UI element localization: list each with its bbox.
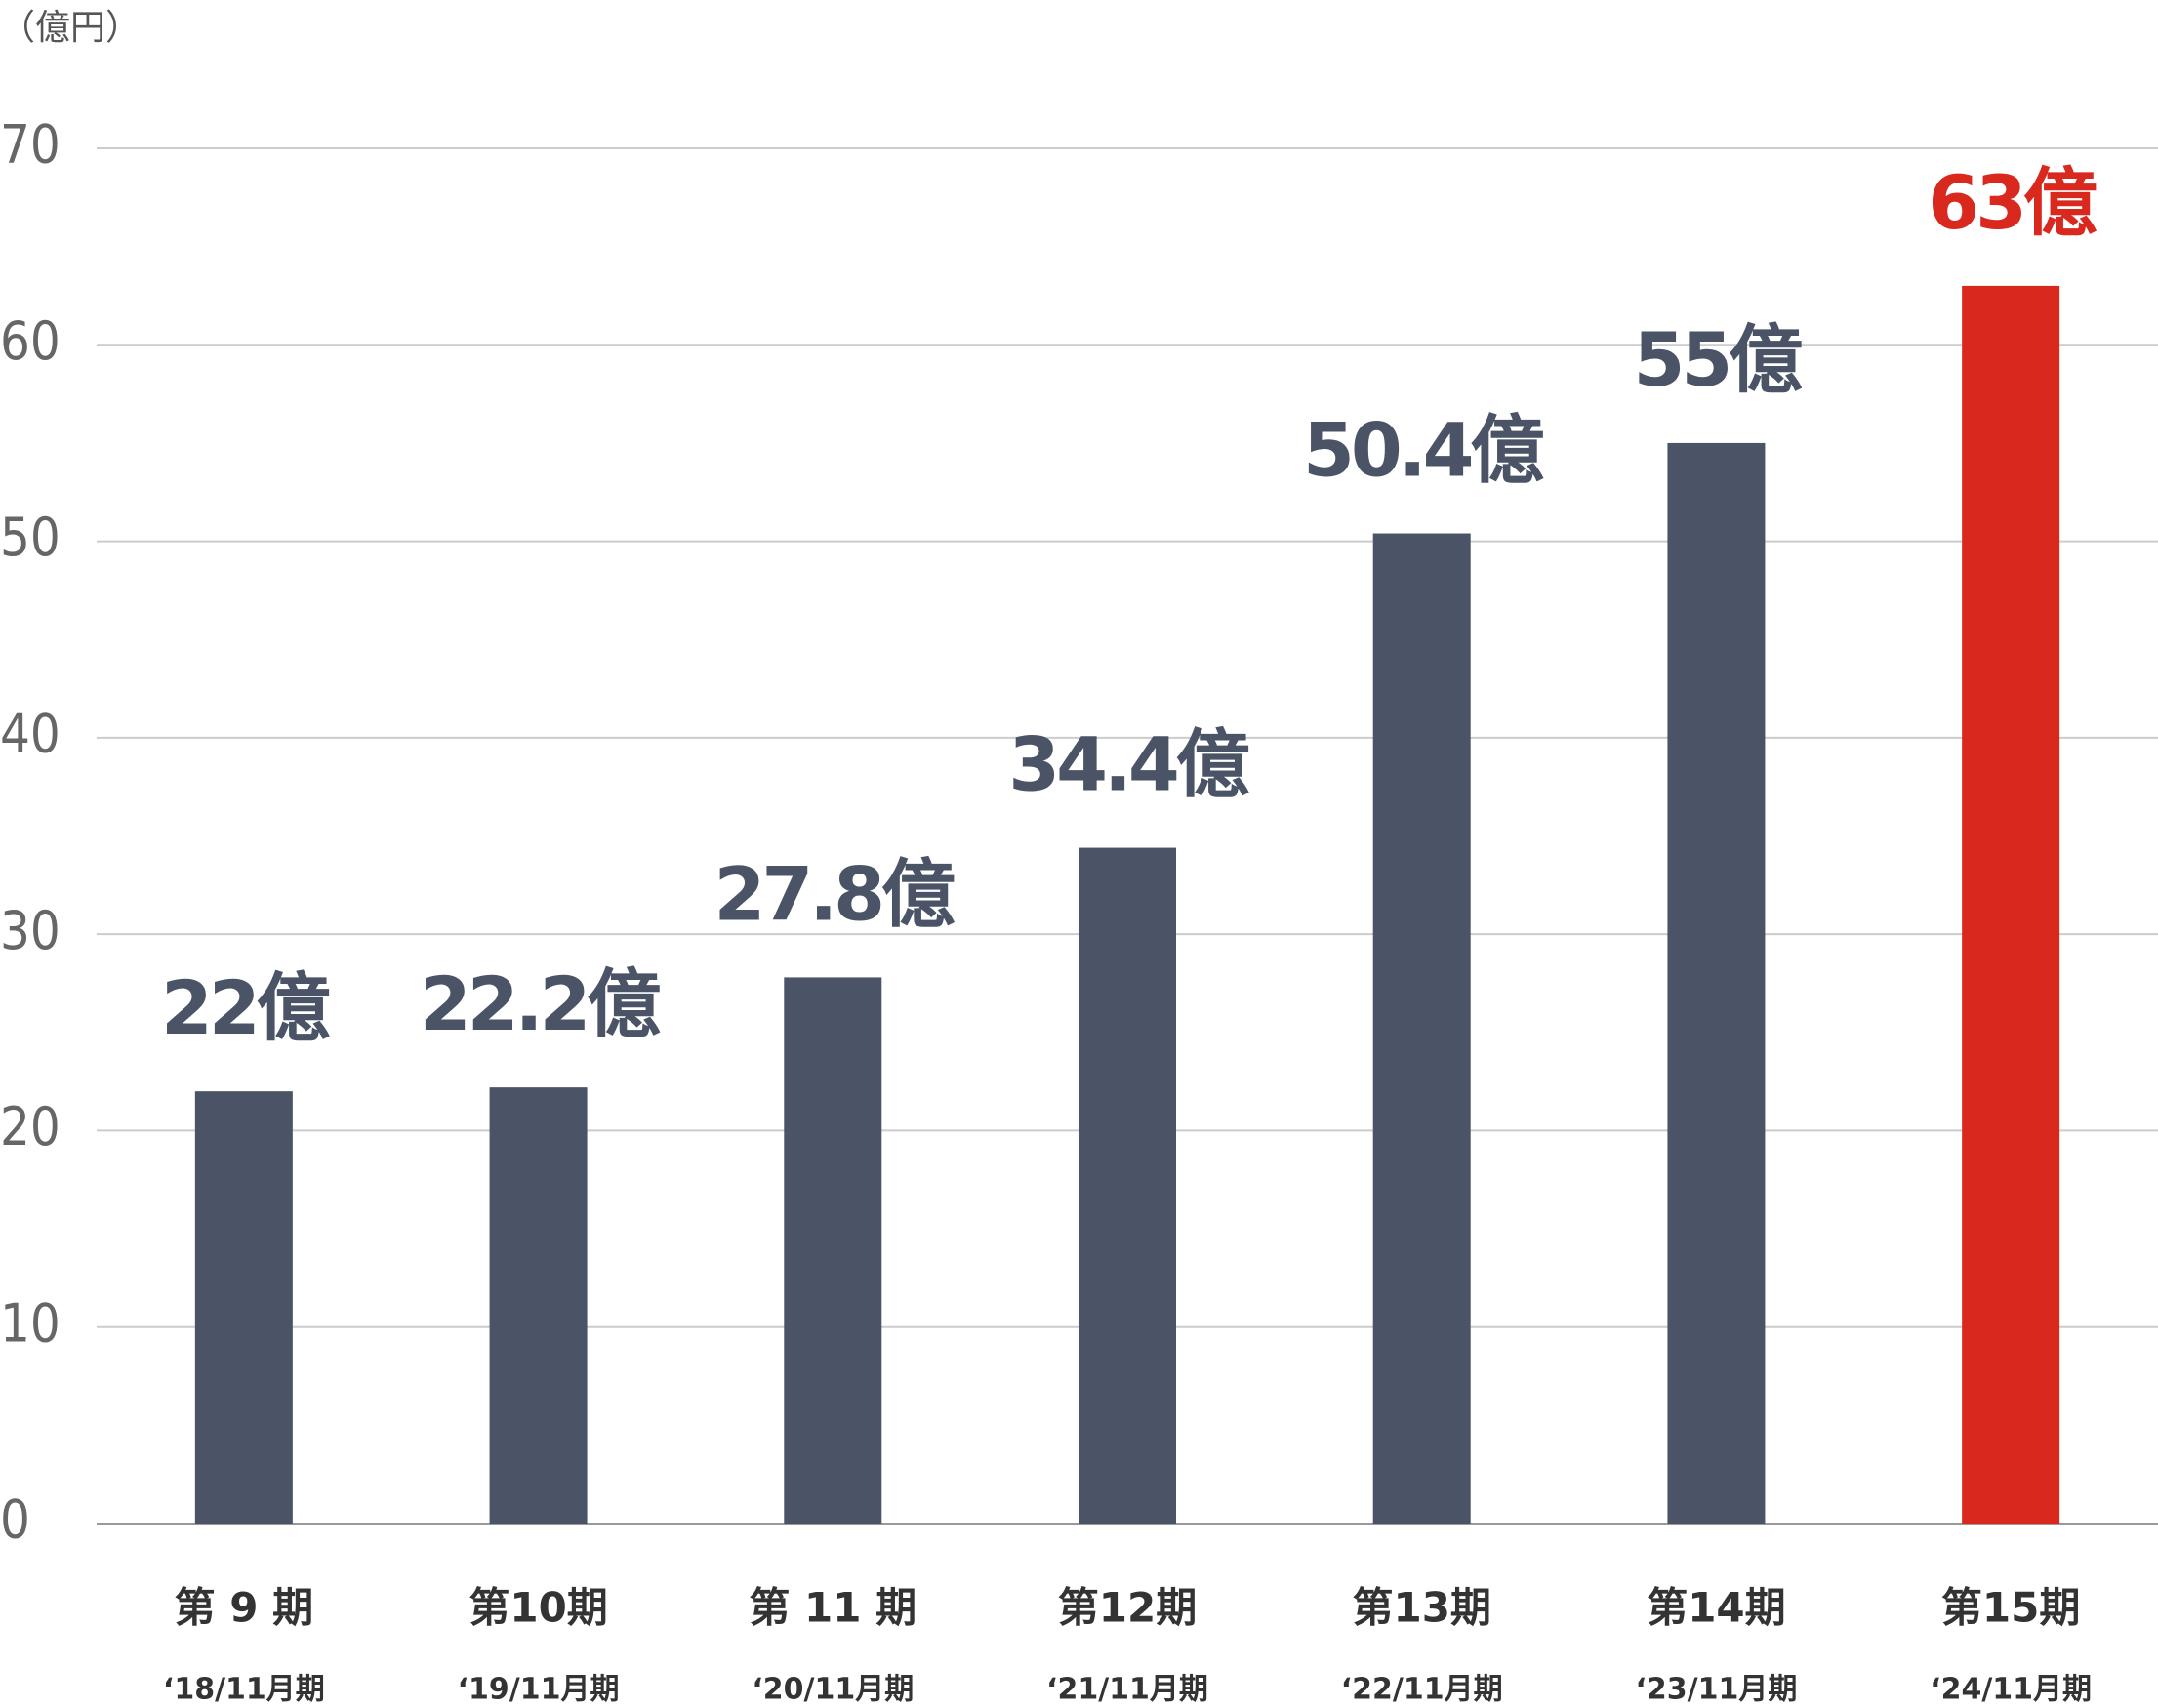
- x-tick-label: 第14期: [1647, 1584, 1785, 1632]
- x-tick-label: 第12期: [1058, 1584, 1197, 1632]
- x-tick-sublabel: ‘22/11月期: [1341, 1673, 1503, 1707]
- bar: [1079, 847, 1176, 1524]
- y-tick-label: 40: [0, 703, 61, 764]
- bar: [194, 1091, 293, 1524]
- x-tick-label: 第13期: [1352, 1584, 1490, 1632]
- data-label: 27.8億: [714, 850, 956, 937]
- x-tick-sublabel: ‘24/11月期: [1930, 1673, 2092, 1707]
- y-tick-label: 20: [0, 1096, 61, 1158]
- x-tick-sublabel: ‘23/11月期: [1635, 1673, 1797, 1707]
- data-label: 50.4億: [1303, 407, 1544, 494]
- x-tick-sublabel: ‘21/11月期: [1046, 1673, 1208, 1707]
- bar: [1372, 533, 1471, 1524]
- y-tick-label: 70: [0, 114, 61, 176]
- x-tick-label: 第15期: [1941, 1584, 2080, 1632]
- x-tick-label: 第 11 期: [749, 1584, 916, 1632]
- y-tick-label: 10: [0, 1292, 61, 1354]
- bar: [1962, 285, 2060, 1524]
- data-label: 55億: [1634, 316, 1803, 403]
- y-tick-label: 0: [0, 1489, 30, 1551]
- y-axis-label: （億円）: [0, 8, 141, 48]
- x-tick-label: 第 9 期: [175, 1584, 313, 1632]
- data-label: 22.2億: [420, 960, 661, 1047]
- data-label: 63億: [1928, 159, 2097, 246]
- x-tick-label: 第10期: [468, 1584, 607, 1632]
- y-tick-label: 50: [0, 507, 61, 568]
- data-label: 22億: [161, 964, 330, 1051]
- x-tick-sublabel: ‘19/11月期: [458, 1673, 620, 1707]
- data-label: 34.4億: [1008, 721, 1249, 808]
- y-tick-label: 30: [0, 900, 61, 961]
- y-tick-label: 60: [0, 310, 61, 372]
- bar: [489, 1087, 588, 1524]
- x-tick-sublabel: ‘20/11月期: [752, 1673, 914, 1707]
- bar: [784, 977, 882, 1524]
- bar: [1667, 442, 1766, 1524]
- x-tick-sublabel: ‘18/11月期: [163, 1673, 325, 1707]
